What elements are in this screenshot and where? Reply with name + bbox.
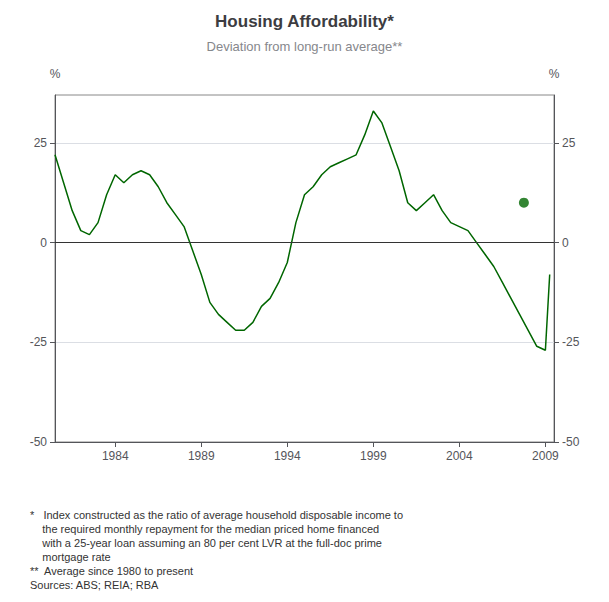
svg-text:1984: 1984 — [102, 449, 129, 463]
svg-text:25: 25 — [562, 136, 576, 150]
svg-text:1989: 1989 — [188, 449, 215, 463]
svg-text:Sources: ABS; REIA; RBA: Sources: ABS; REIA; RBA — [30, 579, 159, 591]
svg-text:0: 0 — [562, 236, 569, 250]
svg-text:-25: -25 — [30, 335, 48, 349]
svg-text:Deviation from long-run averag: Deviation from long-run average** — [207, 39, 403, 54]
svg-text:2004: 2004 — [446, 449, 473, 463]
svg-text:-50: -50 — [562, 435, 580, 449]
svg-text:-50: -50 — [30, 435, 48, 449]
svg-text:with a 25-year loan assuming a: with a 25-year loan assuming an 80 per c… — [30, 537, 382, 549]
svg-text:-25: -25 — [562, 335, 580, 349]
svg-text:* Index constructed as the r: * Index constructed as the ratio of aver… — [30, 509, 403, 521]
svg-text:the required monthly repayment: the required monthly repayment for the m… — [30, 523, 379, 535]
svg-text:%: % — [50, 67, 61, 81]
svg-text:2009: 2009 — [532, 449, 559, 463]
svg-text:%: % — [549, 67, 560, 81]
svg-text:0: 0 — [40, 236, 47, 250]
svg-text:25: 25 — [34, 136, 48, 150]
svg-text:1999: 1999 — [360, 449, 387, 463]
svg-text:1994: 1994 — [274, 449, 301, 463]
svg-text:Housing Affordability*: Housing Affordability* — [215, 12, 394, 31]
svg-text:mortgage rate: mortgage rate — [30, 551, 111, 563]
svg-text:** Average since 1980 to pres: ** Average since 1980 to present — [30, 565, 193, 577]
